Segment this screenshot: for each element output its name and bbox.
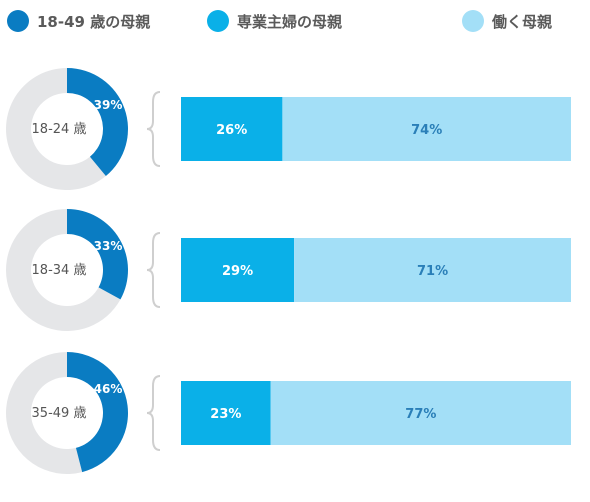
- age-category-label: 18-34 歳: [32, 263, 87, 278]
- legend-label: 働く母親: [492, 12, 553, 31]
- bar-segment-stay-at-home: [181, 381, 271, 445]
- legend-dot-working-icon: [462, 10, 484, 32]
- bar-value-label: 71%: [417, 264, 448, 279]
- bar-segment-working: [270, 381, 571, 445]
- donut-value-arc: [67, 68, 128, 177]
- bar-segment-stay-at-home: [181, 97, 283, 161]
- donut-remainder: [5, 352, 83, 474]
- legend-dot-mothers-18-49-icon: [7, 10, 29, 32]
- donut-value-label: 33%: [94, 239, 123, 253]
- donut-remainder: [5, 209, 121, 331]
- legend-item-mothers-18-49: 18-49 歳の母親: [7, 10, 150, 32]
- bar-value-label: 74%: [411, 123, 442, 138]
- curly-bracket: [146, 375, 161, 451]
- legend-dot-stay-at-home-icon: [207, 10, 229, 32]
- donut-remainder: [5, 68, 106, 190]
- legend: 18-49 歳の母親 専業主婦の母親 働く母親: [0, 6, 590, 36]
- donut-value-arc: [67, 209, 128, 300]
- donut-value-label: 46%: [94, 382, 123, 396]
- legend-label: 専業主婦の母親: [237, 12, 343, 31]
- curly-bracket: [146, 91, 161, 167]
- legend-item-working: 働く母親: [462, 10, 552, 32]
- bar-value-label: 29%: [222, 264, 253, 279]
- age-category-label: 35-49 歳: [32, 406, 87, 421]
- bar-segment-working: [282, 97, 571, 161]
- age-category-label: 18-24 歳: [32, 122, 87, 137]
- curly-bracket: [146, 232, 161, 308]
- legend-label: 18-49 歳の母親: [37, 12, 151, 31]
- bar-value-label: 23%: [210, 407, 241, 422]
- bar-segment-working: [294, 238, 571, 302]
- legend-item-stay-at-home: 専業主婦の母親: [207, 10, 342, 32]
- donut-value-label: 39%: [94, 98, 123, 112]
- donut-value-arc: [67, 352, 128, 473]
- bar-value-label: 77%: [405, 407, 436, 422]
- bar-segment-stay-at-home: [181, 238, 295, 302]
- bar-value-label: 26%: [216, 123, 247, 138]
